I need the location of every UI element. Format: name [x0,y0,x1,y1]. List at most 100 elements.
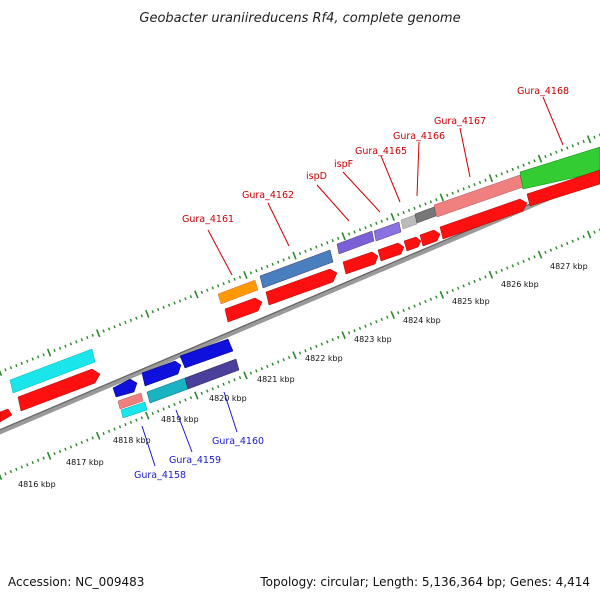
minor-tick [527,257,531,261]
minor-tick [320,342,323,346]
gene-label[interactable]: Gura_4159 [169,455,221,466]
minor-tick [484,275,487,279]
accession-text: Accession: NC_009483 [8,575,145,589]
gene-label[interactable]: Gura_4165 [355,146,407,157]
gene-label[interactable]: Gura_4161 [182,214,234,225]
minor-tick [162,305,165,309]
minor-tick [577,142,580,146]
gene-feature-slate[interactable] [184,358,240,390]
gene-label[interactable]: Gura_4167 [434,116,486,127]
major-tick [439,290,445,299]
gene-label[interactable]: Gura_4158 [134,470,186,481]
major-tick [145,309,150,318]
minor-tick [266,264,269,268]
tick-label: 4817 kbp [66,458,104,467]
gene-feature-orange[interactable] [217,279,259,305]
gene-feature-blue-small[interactable] [112,378,138,398]
major-tick [439,193,445,202]
cds-arrow[interactable] [439,198,528,240]
minor-tick [593,135,596,139]
cds-arrow[interactable] [342,251,379,275]
minor-tick [369,322,373,326]
minor-tick [549,152,553,156]
gene-feature-blue-2[interactable] [141,360,182,387]
minor-tick [69,445,73,449]
minor-tick [353,230,356,234]
minor-tick [255,369,258,373]
minor-tick [358,326,362,330]
gene-label[interactable]: Gura_4162 [242,190,294,201]
minor-tick [424,202,427,206]
minor-tick [26,463,29,467]
map-title: Geobacter uraniireducens Rf4, complete g… [139,11,460,26]
minor-tick [467,185,471,189]
minor-tick [37,458,40,462]
minor-tick [457,286,460,290]
gene-label[interactable]: ispF [334,159,353,170]
major-tick [341,331,346,340]
minor-tick [309,346,313,351]
gene-feature-cyan[interactable] [9,348,96,394]
minor-tick [249,371,253,375]
minor-tick [4,368,7,372]
minor-tick [544,250,547,254]
tick-label: 4820 kbp [209,394,247,403]
minor-tick [467,282,471,286]
gene-feature-green[interactable] [519,146,600,190]
cds-arrow[interactable] [265,268,338,306]
cds-arrow[interactable] [224,297,263,323]
gene-feature-lightgrey[interactable] [400,214,418,230]
minor-tick [397,213,400,217]
minor-tick [549,248,553,252]
minor-tick [102,431,105,436]
cds-arrow[interactable] [403,236,422,252]
major-tick [488,174,494,183]
minor-tick [424,300,427,304]
cds-arrow[interactable] [0,408,13,423]
minor-tick [249,271,253,275]
minor-tick [157,307,160,312]
minor-tick [86,335,89,340]
gene-feature-steelblue[interactable] [259,249,334,289]
minor-tick [326,241,329,245]
minor-tick [9,366,13,370]
minor-tick [124,320,127,325]
gene-feature-pink-small[interactable] [117,392,144,410]
major-tick [390,310,395,319]
cds-arrow[interactable] [377,242,405,262]
gene-feature-purple-2[interactable] [373,221,402,242]
gene-feature-blue-3[interactable] [179,338,234,369]
minor-tick [375,221,378,225]
minor-tick [478,180,482,184]
minor-tick [337,236,340,240]
cds-arrow[interactable] [419,229,441,247]
minor-tick [107,429,111,433]
minor-tick [386,217,389,221]
gene-feature-cyan-small[interactable] [120,401,148,419]
minor-tick [37,355,40,359]
minor-tick [140,314,143,318]
gene-label[interactable]: Gura_4166 [393,131,445,142]
minor-tick [358,228,362,232]
minor-tick [451,191,454,195]
major-tick [95,431,101,440]
gene-label[interactable]: Gura_4160 [212,436,264,447]
gene-feature-purple-1[interactable] [336,230,375,255]
gene-label[interactable]: Gura_4168 [517,86,569,97]
cds-arrow[interactable] [526,169,600,207]
minor-tick [238,376,242,380]
minor-tick [315,344,318,348]
minor-tick [364,226,367,230]
minor-tick [522,163,525,167]
minor-tick [167,405,171,409]
minor-tick [26,359,29,363]
minor-tick [287,355,291,360]
minor-tick [282,358,285,362]
minor-tick [282,258,285,262]
minor-tick [304,349,307,353]
cds-arrow[interactable] [17,368,101,412]
gene-label[interactable]: ispD [306,171,327,182]
tick-label: 4825 kbp [452,297,490,306]
gene-feature-darkgrey[interactable] [414,206,437,224]
